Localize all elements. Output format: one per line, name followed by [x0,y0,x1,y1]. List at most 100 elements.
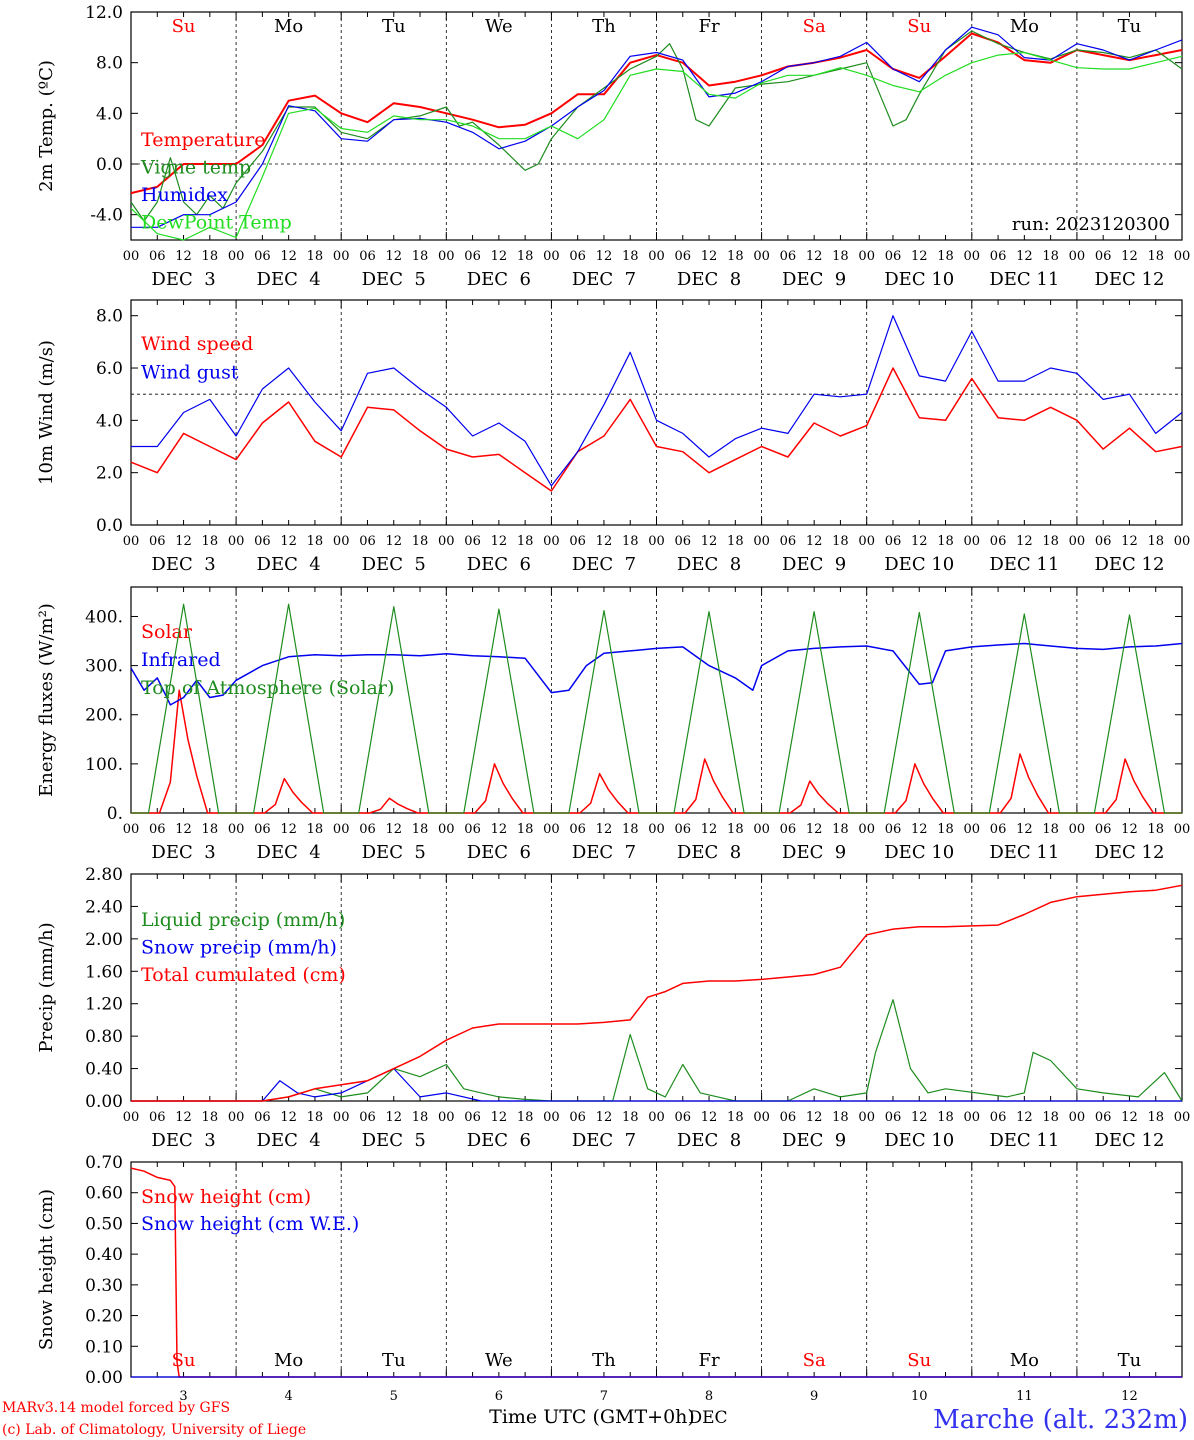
hour-tick-label: 06 [149,1110,166,1125]
date-label: DEC 10 [884,1130,954,1151]
hour-tick-label: 06 [149,249,166,264]
legend-humidex: Humidex [141,184,228,206]
day-number-label: 6 [495,1389,503,1404]
y-tick-label: 400. [85,607,123,627]
hour-tick-label: 12 [1016,534,1033,549]
hour-tick-label: 12 [1121,1110,1138,1125]
hour-tick-label: 00 [858,1110,875,1125]
hour-tick-label: 00 [1069,534,1086,549]
hour-tick-label: 06 [254,534,271,549]
hour-tick-label: 00 [123,534,140,549]
y-tick-label: 0.40 [85,1060,123,1080]
y-tick-label: 2.40 [85,897,123,917]
hour-tick-label: 06 [1095,534,1112,549]
y-tick-label: 0.30 [85,1276,123,1296]
y-axis-label: 2m Temp. (ºC) [36,60,57,192]
y-tick-label: 2.80 [85,865,123,885]
hour-tick-label: 18 [727,822,744,837]
hour-tick-label: 12 [911,534,928,549]
hour-tick-label: 06 [464,534,481,549]
hour-tick-label: 06 [254,249,271,264]
hour-tick-label: 12 [1121,534,1138,549]
hour-tick-label: 06 [780,1110,797,1125]
hour-tick-label: 00 [123,249,140,264]
hour-tick-label: 06 [990,1110,1007,1125]
y-tick-label: 0.60 [85,1184,123,1204]
y-axis-label: Energy fluxes (W/m²) [36,603,57,797]
date-label: DEC 11 [989,554,1059,575]
hour-tick-label: 18 [1042,534,1059,549]
series-humidex [131,26,1183,228]
weekday-label: Tu [1118,1350,1142,1371]
hour-tick-label: 12 [175,249,192,264]
weekday-label: We [485,1350,513,1371]
hour-tick-label: 18 [1147,1110,1164,1125]
date-label: DEC 8 [677,269,741,290]
y-tick-label: 8.0 [96,54,123,74]
hour-tick-label: 00 [333,249,350,264]
hour-tick-label: 06 [569,249,586,264]
y-tick-label: 0.10 [85,1337,123,1357]
hour-tick-label: 06 [885,249,902,264]
hour-tick-label: 06 [675,1110,692,1125]
hour-tick-label: 00 [753,534,770,549]
hour-tick-label: 00 [1069,1110,1086,1125]
hour-tick-label: 12 [596,822,613,837]
hour-tick-label: 18 [202,249,219,264]
hour-tick-label: 12 [1016,1110,1033,1125]
date-label: DEC 3 [151,842,215,863]
series-temperature [130,32,1183,195]
date-label: DEC 12 [1094,554,1164,575]
hour-tick-label: 12 [596,534,613,549]
hour-tick-label: 18 [1042,822,1059,837]
weekday-label: Tu [382,1350,406,1371]
date-label: DEC 9 [782,842,846,863]
hour-tick-label: 00 [648,249,665,264]
date-label: DEC 6 [467,842,531,863]
hour-tick-label: 18 [517,249,534,264]
hour-tick-label: 00 [1069,822,1086,837]
hour-tick-label: 00 [964,822,981,837]
hour-tick-label: 06 [359,534,376,549]
weekday-label: Su [907,1350,931,1371]
date-label: DEC 8 [677,1130,741,1151]
legend-wind-gust: Wind gust [141,362,239,384]
series-total-cumulated-cm- [131,884,1183,1102]
legend-vigne-temp: Vigne temp [140,157,251,179]
hour-tick-label: 00 [1174,1110,1191,1125]
hour-tick-label: 12 [806,249,823,264]
day-number-label: 12 [1121,1389,1138,1404]
hour-tick-label: 00 [964,1110,981,1125]
weekday-label: Su [907,16,931,37]
date-label: DEC 5 [362,1130,426,1151]
day-number-label: 3 [179,1389,187,1404]
hour-tick-label: 06 [1095,1110,1112,1125]
y-tick-label: 1.60 [85,962,123,982]
hour-tick-label: 12 [280,534,297,549]
hour-tick-label: 00 [1174,822,1191,837]
hour-tick-label: 06 [359,822,376,837]
y-tick-label: 2.0 [96,464,123,484]
weekday-label: Fr [699,16,720,37]
hour-tick-label: 18 [412,249,429,264]
y-axis-label: Snow height (cm) [36,1189,57,1350]
hour-tick-label: 06 [780,822,797,837]
hour-tick-label: 18 [1147,249,1164,264]
station-label: Marche (alt. 232m) [933,1405,1188,1435]
date-label: DEC 9 [782,269,846,290]
date-label: DEC 7 [572,269,636,290]
hour-tick-label: 00 [858,822,875,837]
weekday-label: Mo [274,1350,303,1371]
date-label: DEC 10 [884,269,954,290]
hour-tick-label: 00 [648,534,665,549]
hour-tick-label: 18 [832,534,849,549]
legend-snow-height-cm-w-e-: Snow height (cm W.E.) [141,1213,359,1235]
hour-tick-label: 06 [254,822,271,837]
hour-tick-label: 18 [622,534,639,549]
day-number-label: 8 [705,1389,713,1404]
hour-tick-label: 18 [517,534,534,549]
hour-tick-label: 18 [937,822,954,837]
date-label: DEC 10 [884,554,954,575]
hour-tick-label: 00 [1069,249,1086,264]
